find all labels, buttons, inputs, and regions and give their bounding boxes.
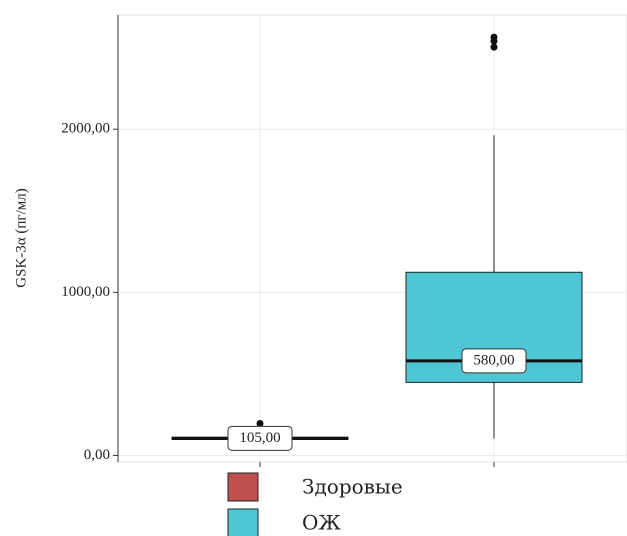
legend-swatch [227, 472, 259, 502]
median-label-box [461, 348, 527, 374]
median-label: 580,00 [473, 352, 514, 368]
y-tick-label: 0,00 [84, 447, 110, 463]
median-label-box [227, 425, 293, 451]
median-label: 105,00 [239, 430, 280, 446]
outlier [490, 43, 498, 51]
legend-label: Здоровые [302, 475, 403, 499]
y-tick-label: 1000,00 [61, 284, 110, 300]
outlier [490, 33, 498, 41]
legend-label: ОЖ [302, 511, 341, 535]
y-axis-label: GSK-3α (пг/мл) [13, 188, 29, 287]
plot-frame [117, 14, 627, 463]
y-tick-label: 2000,00 [61, 121, 110, 137]
outlier [256, 419, 264, 427]
legend-swatch [227, 508, 259, 536]
